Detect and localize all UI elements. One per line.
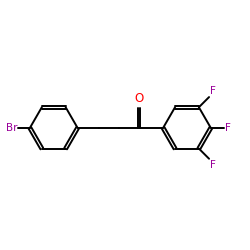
Text: F: F — [225, 123, 231, 133]
Text: O: O — [135, 92, 144, 105]
Text: F: F — [210, 86, 216, 96]
Text: Br: Br — [6, 123, 17, 133]
Text: F: F — [210, 160, 216, 170]
